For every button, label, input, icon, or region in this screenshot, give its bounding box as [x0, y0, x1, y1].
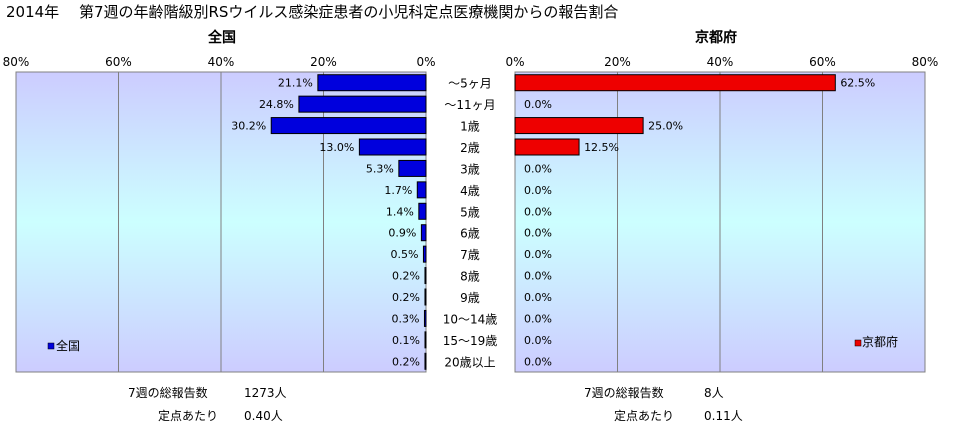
left-data-label: 1.7%	[384, 184, 412, 197]
category-label: ～5ヶ月	[448, 77, 492, 91]
right-x-tick-label: 80%	[912, 55, 939, 69]
right-data-label: 0.0%	[524, 205, 552, 218]
left-x-tick-label: 60%	[105, 55, 132, 69]
left-per-label: 定点あたり	[158, 408, 218, 423]
category-label: 20歳以上	[444, 355, 495, 369]
left-data-label: 24.8%	[259, 98, 294, 111]
right-data-label: 0.0%	[524, 184, 552, 197]
left-data-label: 0.5%	[390, 248, 418, 261]
left-per-value: 0.40人	[244, 409, 283, 423]
right-x-tick-label: 20%	[604, 55, 631, 69]
category-label: 3歳	[460, 162, 480, 176]
left-data-label: 0.1%	[392, 334, 420, 347]
left-x-tick-label: 0%	[416, 55, 435, 69]
category-label: 5歳	[460, 205, 480, 219]
right-data-label: 0.0%	[524, 355, 552, 368]
right-data-label: 25.0%	[648, 120, 683, 133]
left-bar	[424, 331, 427, 349]
left-bar	[424, 288, 427, 306]
left-data-label: 5.3%	[366, 162, 394, 175]
right-data-label: 0.0%	[524, 227, 552, 240]
left-bar	[317, 74, 427, 92]
right-chart-title: 京都府	[695, 29, 737, 46]
left-bar	[398, 159, 427, 177]
category-label: 4歳	[460, 184, 480, 198]
right-data-label: 12.5%	[584, 141, 619, 154]
left-data-label: 0.9%	[388, 227, 416, 240]
category-label: ～11ヶ月	[444, 98, 495, 112]
right-x-tick-label: 0%	[505, 55, 524, 69]
left-bar	[422, 245, 427, 263]
right-legend-label: 京都府	[862, 334, 898, 349]
left-data-label: 0.2%	[392, 270, 420, 283]
left-bar	[298, 95, 427, 113]
left-bar	[416, 181, 427, 199]
right-data-label: 0.0%	[524, 291, 552, 304]
category-label: 8歳	[460, 270, 480, 284]
right-per-value: 0.11人	[704, 409, 743, 423]
left-data-label: 30.2%	[231, 120, 266, 133]
right-bar	[514, 138, 580, 156]
right-total-label: 7週の総報告数	[584, 385, 664, 400]
category-label: 6歳	[460, 227, 480, 241]
left-bar	[358, 138, 427, 156]
right-x-tick-label: 40%	[707, 55, 734, 69]
right-data-label: 62.5%	[840, 77, 875, 90]
left-data-label: 0.3%	[392, 312, 420, 325]
left-bar	[418, 202, 427, 220]
right-data-label: 0.0%	[524, 162, 552, 175]
right-data-label: 0.0%	[524, 248, 552, 261]
right-data-label: 0.0%	[524, 312, 552, 325]
chart-title: 2014年 第7週の年齢階級別RSウイルス感染症患者の小児科定点医療機関からの報…	[6, 3, 618, 21]
left-bar	[420, 224, 427, 242]
left-x-tick-label: 80%	[3, 55, 30, 69]
left-legend: 全国	[47, 338, 80, 353]
right-x-tick-label: 60%	[809, 55, 836, 69]
left-data-label: 0.2%	[392, 355, 420, 368]
left-bar	[270, 117, 427, 135]
right-total-value: 8人	[704, 386, 724, 400]
right-bar	[514, 74, 836, 92]
left-chart-title: 全国	[207, 29, 236, 46]
category-label: 15～19歳	[443, 334, 498, 348]
category-label: 10～14歳	[443, 312, 498, 326]
left-x-tick-label: 40%	[208, 55, 235, 69]
left-legend-label: 全国	[56, 338, 80, 353]
category-label: 7歳	[460, 248, 480, 262]
left-bar	[424, 352, 427, 370]
left-bar	[423, 309, 427, 327]
category-label: 2歳	[460, 141, 480, 155]
right-legend: 京都府	[854, 334, 898, 349]
left-x-tick-label: 20%	[310, 55, 337, 69]
right-per-label: 定点あたり	[614, 408, 674, 423]
left-data-label: 0.2%	[392, 291, 420, 304]
right-bar	[514, 117, 644, 135]
right-data-label: 0.0%	[524, 270, 552, 283]
right-legend-swatch	[854, 339, 862, 347]
left-data-label: 1.4%	[386, 205, 414, 218]
category-label: 1歳	[460, 120, 480, 134]
left-bar	[424, 267, 427, 285]
left-legend-swatch	[47, 342, 55, 350]
left-total-value: 1273人	[244, 386, 287, 400]
left-data-label: 21.1%	[278, 77, 313, 90]
right-data-label: 0.0%	[524, 334, 552, 347]
category-label: 9歳	[460, 291, 480, 305]
right-data-label: 0.0%	[524, 98, 552, 111]
left-data-label: 13.0%	[319, 141, 354, 154]
left-total-label: 7週の総報告数	[128, 385, 208, 400]
